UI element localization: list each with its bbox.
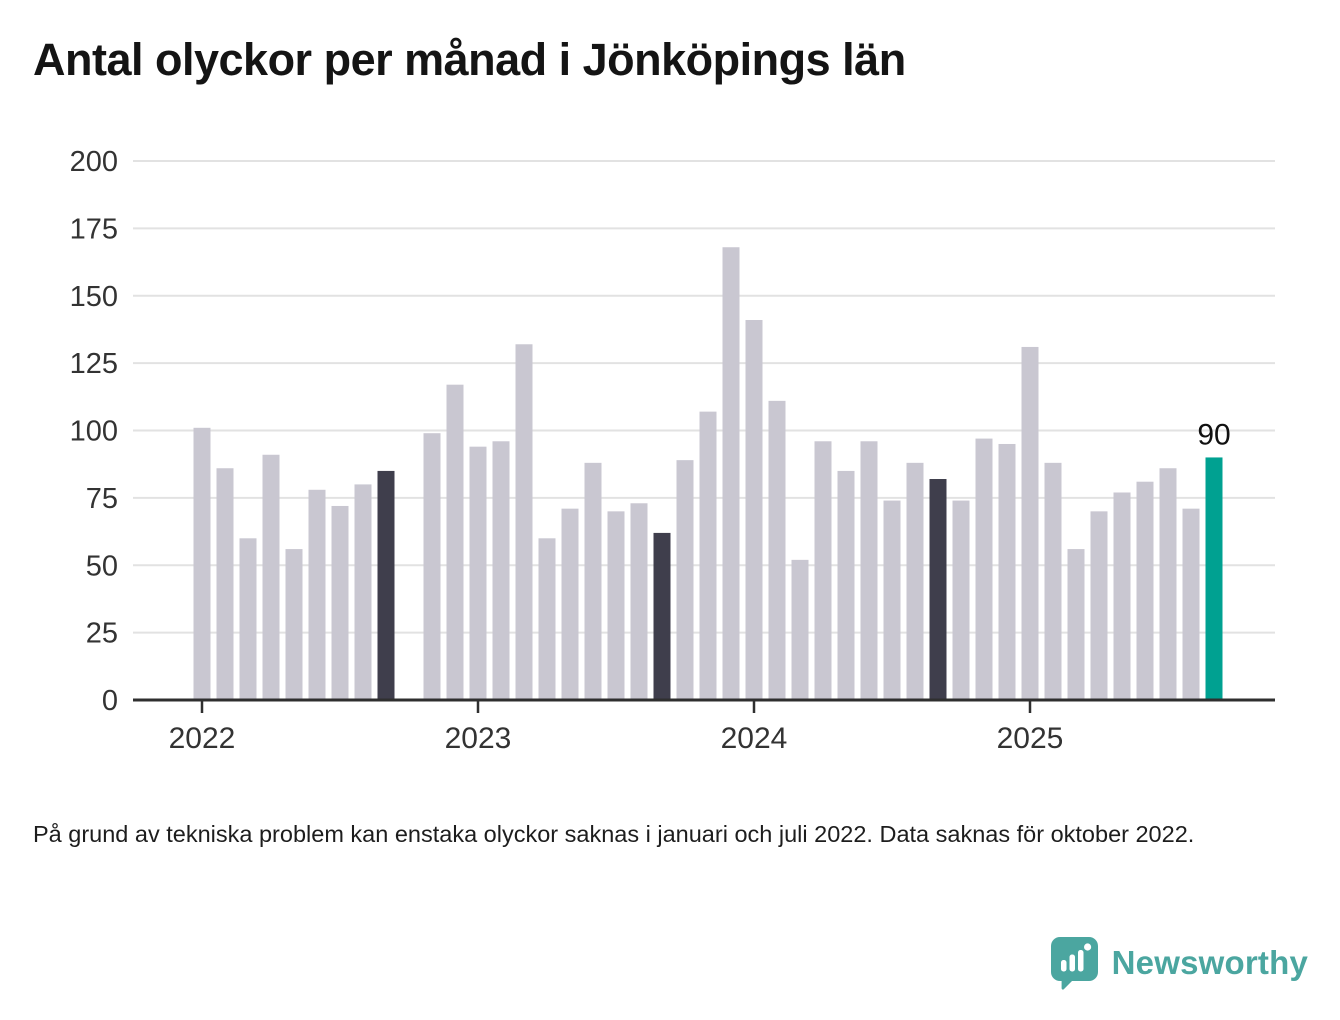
logo-bar-medium-icon — [1069, 954, 1075, 972]
bar-2022-11 — [423, 433, 441, 700]
newsworthy-logo-text: Newsworthy — [1111, 944, 1308, 981]
bar-2024-03 — [791, 559, 809, 700]
bar-2023-10 — [676, 460, 694, 700]
bar-2024-06 — [860, 441, 878, 700]
bar-2024-10 — [952, 500, 970, 700]
x-axis-tick-label: 2022 — [169, 722, 236, 755]
footnote: På grund av tekniska problem kan enstaka… — [33, 821, 1195, 847]
chart-title: Antal olyckor per månad i Jönköpings län — [33, 34, 906, 85]
logo-bar-small-icon — [1060, 960, 1067, 972]
bar-2023-11 — [699, 411, 717, 700]
newsworthy-logo-icon — [1050, 937, 1098, 990]
bar-2023-09 — [653, 532, 671, 700]
bar-2022-05 — [285, 549, 303, 700]
y-axis-tick-label: 125 — [70, 348, 118, 380]
bar-2023-08 — [630, 503, 648, 700]
bar-2024-08 — [906, 462, 924, 700]
bar-2024-02 — [768, 400, 786, 700]
bar-2025-01 — [1021, 346, 1039, 700]
bar-2022-02 — [216, 468, 234, 700]
bar-chart: 0 25 50 75 100 125 150 175 200 2022 2023 2024 2025 90 — [70, 146, 1275, 755]
x-axis-tick-label: 2024 — [721, 722, 788, 755]
bar-2025-03 — [1067, 549, 1085, 700]
bar-2023-06 — [584, 462, 602, 700]
logo-exclamation-dot-icon — [1083, 943, 1091, 951]
bar-2022-12 — [446, 384, 464, 700]
bar-2022-04 — [262, 454, 280, 700]
y-axis-tick-label: 100 — [70, 416, 118, 448]
bar-2023-05 — [561, 508, 579, 700]
y-axis-tick-label: 50 — [86, 550, 118, 582]
bar-2024-11 — [975, 438, 993, 700]
bar-2022-06 — [308, 489, 326, 700]
bar-2025-07 — [1159, 468, 1177, 700]
bar-2023-07 — [607, 511, 625, 700]
bar-2022-08 — [354, 484, 372, 700]
y-axis-tick-label: 175 — [70, 213, 118, 245]
bar-2023-03 — [515, 344, 533, 700]
x-axis-tick-label: 2025 — [997, 722, 1064, 755]
y-axis-tick-label: 200 — [70, 146, 118, 178]
bar-2025-08 — [1182, 508, 1200, 700]
y-axis-tick-label: 150 — [70, 281, 118, 313]
bar-2023-04 — [538, 538, 556, 700]
y-axis-tick-label: 75 — [86, 483, 118, 515]
bar-2025-09 — [1205, 457, 1223, 700]
bar-2023-02 — [492, 441, 510, 700]
bar-2022-07 — [331, 505, 349, 700]
bar-2024-07 — [883, 500, 901, 700]
bar-2025-06 — [1136, 481, 1154, 700]
bar-2024-01 — [745, 320, 763, 700]
y-axis-tick-label: 0 — [102, 685, 118, 717]
bar-2023-01 — [469, 446, 487, 700]
bar-2022-09 — [377, 470, 395, 700]
bar-2025-04 — [1090, 511, 1108, 700]
bar-2024-12 — [998, 443, 1016, 700]
bar-2024-09 — [929, 479, 947, 700]
newsworthy-logo: Newsworthy — [1050, 936, 1308, 990]
logo-bar-tall-icon — [1077, 950, 1084, 972]
bar-2023-12 — [722, 247, 740, 701]
bar-2024-04 — [814, 441, 832, 700]
bar-2025-02 — [1044, 462, 1062, 700]
bar-2022-03 — [239, 538, 257, 700]
bar-2024-05 — [837, 470, 855, 700]
y-axis-tick-label: 25 — [86, 618, 118, 650]
bar-2022-01 — [193, 427, 211, 700]
latest-value-label: 90 — [1197, 418, 1230, 451]
bar-2025-05 — [1113, 492, 1131, 700]
x-axis-tick-label: 2023 — [445, 722, 512, 755]
